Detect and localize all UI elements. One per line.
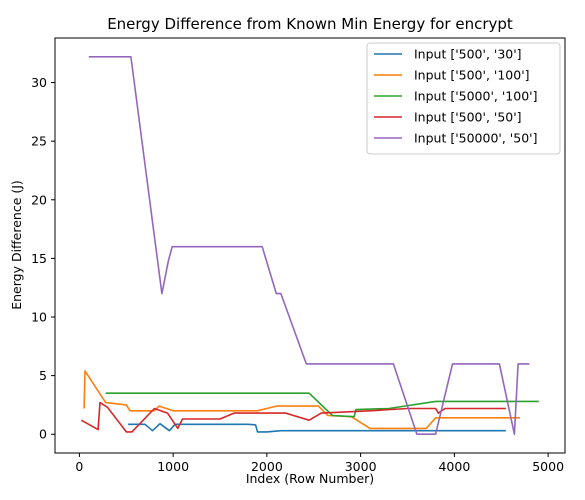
legend-entry: Input ['5000', '100'] bbox=[414, 89, 537, 104]
y-tick-label: 10 bbox=[31, 310, 47, 325]
x-tick-label: 4000 bbox=[438, 459, 470, 474]
y-tick-label: 15 bbox=[31, 251, 47, 266]
x-tick-label: 0 bbox=[75, 459, 83, 474]
y-tick-label: 30 bbox=[31, 75, 47, 90]
x-axis-label: Index (Row Number) bbox=[246, 471, 374, 486]
series-line-2 bbox=[83, 370, 520, 430]
series-line-4 bbox=[80, 401, 506, 433]
legend-entry: Input ['500', '50'] bbox=[414, 110, 522, 125]
y-tick-label: 20 bbox=[31, 192, 47, 207]
y-axis: 0 5 10 15 20 25 30 bbox=[31, 75, 55, 442]
y-tick-label: 5 bbox=[39, 368, 47, 383]
y-tick-label: 25 bbox=[31, 134, 47, 149]
plot-area bbox=[80, 56, 539, 435]
chart-title: Energy Difference from Known Min Energy … bbox=[107, 15, 513, 33]
x-tick-label: 3000 bbox=[345, 459, 377, 474]
x-tick-label: 5000 bbox=[532, 459, 564, 474]
y-axis-label: Energy Difference (J) bbox=[9, 180, 24, 310]
x-tick-label: 2000 bbox=[251, 459, 283, 474]
x-tick-label: 1000 bbox=[157, 459, 189, 474]
legend-box bbox=[366, 42, 561, 155]
x-axis: 0 1000 2000 3000 4000 5000 bbox=[75, 453, 564, 474]
y-tick-label: 0 bbox=[39, 427, 47, 442]
legend-entry: Input ['50000', '50'] bbox=[414, 131, 537, 146]
plot-frame bbox=[54, 37, 566, 454]
legend-entry: Input ['500', '30'] bbox=[414, 47, 522, 62]
series-line-1 bbox=[128, 422, 506, 433]
legend-entry: Input ['500', '100'] bbox=[414, 68, 530, 83]
legend: Input ['500', '30'] Input ['500', '100'] I… bbox=[366, 42, 561, 155]
series-line-5 bbox=[88, 56, 530, 435]
series-line-3 bbox=[105, 392, 539, 418]
